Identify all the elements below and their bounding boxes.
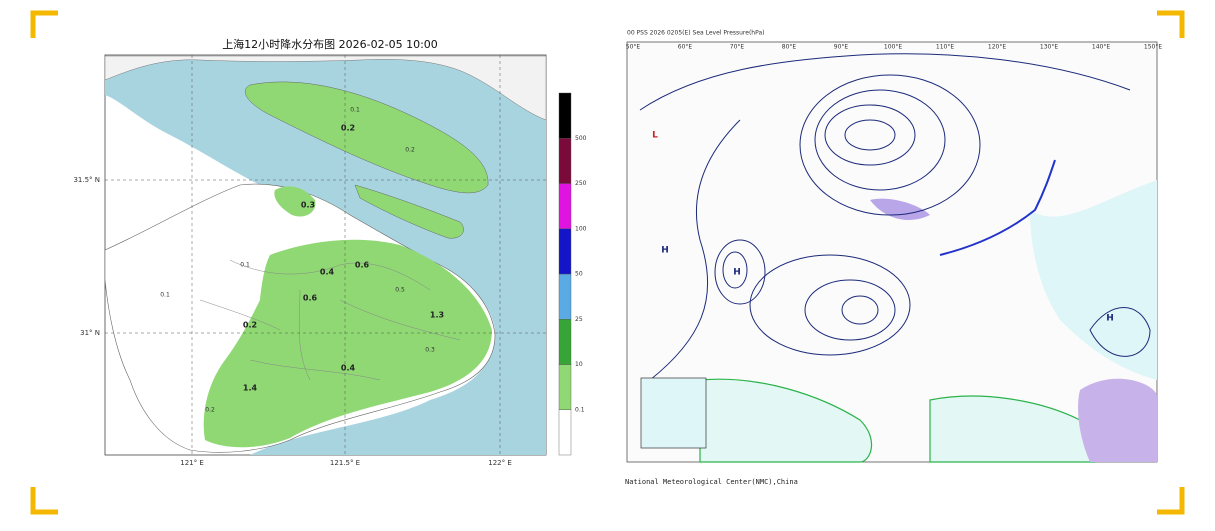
station-value: 1.4: [243, 384, 258, 393]
pressure-center: H: [1106, 314, 1114, 324]
station-value: 0.2: [205, 407, 215, 414]
station-value: 0.3: [425, 347, 435, 354]
station-value: 0.2: [243, 321, 257, 330]
lon-label: 130°E: [1040, 44, 1058, 51]
lat-label: 31° N: [80, 329, 100, 337]
precipitation-map: 上海12小时降水分布图 2026-02-05 10:00 31.5° N 31° …: [73, 37, 586, 467]
colorbar-segment: [558, 409, 572, 456]
isobars: [639, 53, 1151, 381]
district-borders: [199, 259, 461, 381]
lon-label: 100°E: [884, 44, 902, 51]
snow-area: [870, 198, 930, 220]
station-value: 0.2: [405, 147, 415, 154]
land-north: [104, 55, 547, 121]
inset-map: [640, 377, 707, 449]
station-value: 0.6: [355, 261, 370, 270]
lon-label: 150°E: [1144, 44, 1162, 51]
island: [354, 184, 464, 239]
lon-label: 60°E: [678, 44, 693, 51]
station-value: 0.1: [240, 262, 250, 269]
map-title: 上海12小时降水分布图 2026-02-05 10:00: [222, 37, 438, 51]
island: [245, 81, 489, 194]
station-value: 0.4: [341, 364, 356, 373]
pressure-map: 00 PSS 2026 0205(E) Sea Level Pressure(h…: [622, 25, 1163, 490]
station-value: 0.5: [395, 287, 405, 294]
station-value: 0.3: [301, 201, 315, 210]
colorbar-label: 250: [575, 180, 587, 187]
station-value: 0.2: [341, 124, 355, 133]
colorbar-label: 10: [575, 361, 583, 368]
lon-label: 140°E: [1092, 44, 1110, 51]
lon-label: 110°E: [936, 44, 954, 51]
lon-label: 121.5° E: [330, 459, 360, 467]
colorbar-label: 0.1: [575, 406, 585, 413]
lon-label: 80°E: [782, 44, 797, 51]
pressure-center: L: [652, 131, 658, 141]
pressure-center: H: [661, 246, 669, 256]
station-value: 0.4: [320, 268, 335, 277]
lon-label: 120°E: [988, 44, 1006, 51]
station-value: 1.3: [430, 311, 444, 320]
colorbar-segment: [558, 273, 572, 320]
colorbar-segment: [558, 138, 572, 184]
colorbar-segment: [558, 228, 572, 275]
cold-front: [939, 159, 1056, 256]
colorbar-label: 50: [575, 271, 583, 278]
colorbar-segment: [558, 364, 572, 410]
rain-area: [274, 186, 316, 217]
colorbar-label: 25: [575, 316, 583, 323]
corner-brackets: [30, 10, 1185, 515]
lon-label: 121° E: [180, 459, 204, 467]
pressure-center: H: [733, 268, 741, 278]
rain-area-heavy: [1078, 378, 1157, 462]
lon-label: 50°E: [626, 44, 641, 51]
rain-area: [699, 378, 873, 463]
colorbar-segment: [558, 92, 572, 139]
station-value: 0.6: [303, 294, 318, 303]
station-value: 0.1: [350, 107, 360, 114]
map-header: 00 PSS 2026 0205(E) Sea Level Pressure(h…: [627, 30, 764, 37]
colorbar-label: 100: [575, 225, 587, 232]
map-footer: National Meteorological Center(NMC),Chin…: [625, 478, 798, 486]
lon-label: 122° E: [488, 459, 512, 467]
lon-label: 70°E: [730, 44, 745, 51]
sea-area: [1030, 180, 1157, 380]
lon-label: 90°E: [834, 44, 849, 51]
colorbar-segment: [558, 183, 572, 229]
rain-area: [203, 239, 493, 448]
station-value: 0.1: [160, 292, 170, 299]
lat-label: 31.5° N: [73, 176, 100, 184]
graticule: [105, 55, 546, 455]
colorbar-segment: [558, 319, 572, 365]
colorbar-label: 500: [575, 135, 587, 142]
